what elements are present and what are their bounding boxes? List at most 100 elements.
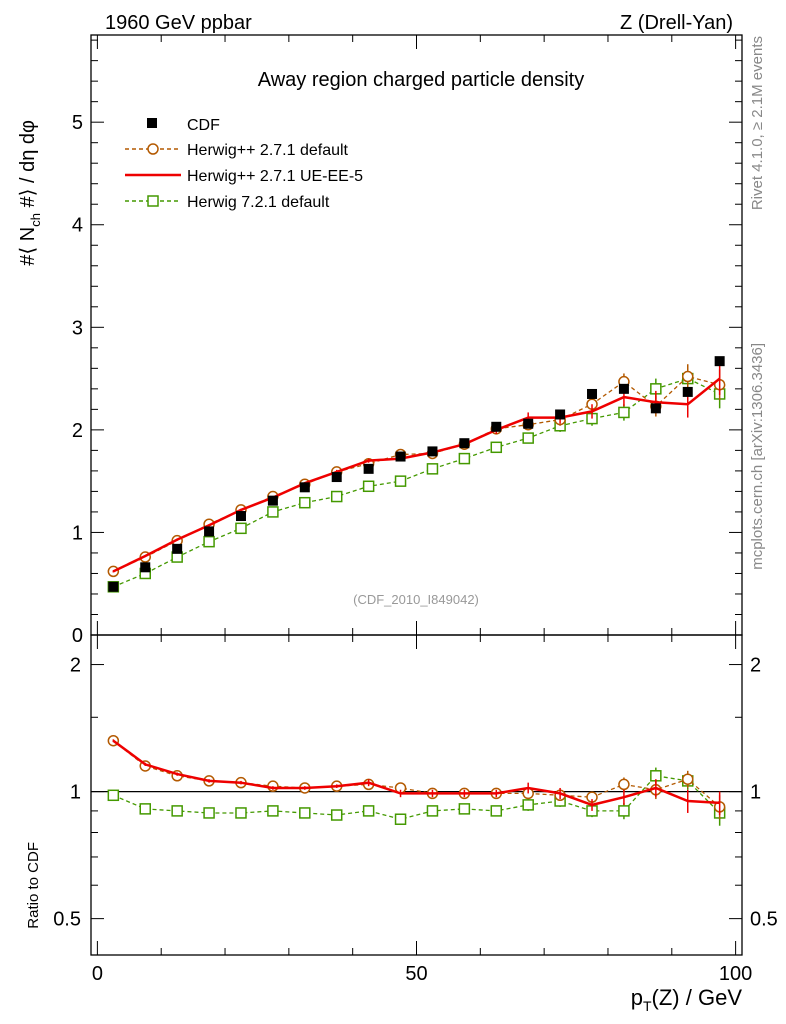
top-point-herwig-7-2-1-default (458, 452, 471, 465)
top-y-label-part-b: #⟩ / dη dφ (17, 120, 39, 213)
ratio-y-tick-label: 1 (70, 782, 81, 804)
x-tick-label: 0 (92, 963, 103, 985)
top-point-cdf (204, 526, 215, 537)
ratio-y-tick-label-right: 0.5 (750, 909, 778, 931)
ratio-point-herwig-7-2-1-default (235, 807, 247, 819)
header-left-label: 1960 GeV ppbar (105, 12, 252, 34)
ratio-point-herwig-2-7-1-default (618, 778, 630, 791)
mcplots-side-label: mcplots.cern.ch [arXiv:1306.3436] (749, 343, 766, 570)
legend-hpp-default-label: Herwig++ 2.7.1 default (187, 142, 349, 159)
top-point-cdf (235, 511, 246, 522)
ratio-line-herwig-2-7-1-ue-ee-5 (112, 739, 720, 807)
ratio-series (107, 734, 726, 826)
top-point-herwig-7-2-1-default (267, 506, 279, 518)
ratio-panel-frame (90, 634, 743, 956)
x-label-part-b: (Z) / GeV (652, 985, 743, 1010)
ratio-y-tick-label-right: 1 (750, 782, 761, 804)
top-y-tick-label: 4 (72, 215, 83, 237)
ratio-point-herwig-7-2-1-default (203, 807, 215, 819)
top-point-cdf (363, 463, 374, 474)
top-point-cdf (459, 438, 470, 449)
ratio-y-ticks: 0.5 0.5 1 1 2 2 (53, 655, 778, 931)
top-y-label-sub: ch (28, 213, 43, 227)
rivet-side-label: Rivet 4.1.0, ≥ 2.1M events (749, 36, 766, 210)
top-point-cdf (555, 409, 566, 420)
top-panel: 0 1 2 3 4 5 Away region charged particle dens… (17, 34, 743, 647)
top-y-tick-label: 5 (72, 112, 83, 134)
top-point-cdf (491, 421, 502, 432)
top-point-cdf (395, 451, 406, 462)
ratio-point-herwig-7-2-1-default (171, 805, 183, 817)
legend: CDF Herwig++ 2.7.1 default Herwig++ 2.7.… (125, 117, 363, 211)
top-series (107, 356, 726, 593)
x-label-sub: T (643, 998, 652, 1014)
top-point-herwig-7-2-1-default (522, 432, 534, 444)
top-point-cdf (172, 543, 183, 554)
top-point-cdf (140, 562, 151, 573)
legend-h7-default-label: Herwig 7.2.1 default (187, 194, 330, 211)
top-y-tick-label: 3 (72, 317, 83, 339)
top-point-herwig-7-2-1-default (618, 406, 630, 419)
top-point-herwig-7-2-1-default (330, 490, 343, 503)
ratio-point-herwig-7-2-1-default (267, 805, 279, 817)
ratio-point-herwig-7-2-1-default (299, 807, 311, 819)
top-y-axis-label: #⟨ Nch #⟩ / dη dφ (17, 120, 43, 266)
analysis-id-label: (CDF_2010_I849042) (353, 592, 479, 607)
ratio-point-herwig-7-2-1-default (490, 805, 503, 817)
top-point-cdf (714, 356, 725, 367)
top-point-cdf (299, 482, 310, 493)
top-point-herwig-7-2-1-default (203, 535, 215, 548)
top-point-cdf (427, 446, 438, 457)
top-y-tick-label: 1 (72, 522, 83, 544)
ratio-y-axis-label: Ratio to CDF (25, 842, 42, 929)
legend-cdf-marker (147, 118, 157, 128)
top-point-cdf (618, 383, 629, 394)
top-point-herwig-7-2-1-default (235, 522, 247, 535)
ratio-line-herwig-2-7-1-default (112, 740, 721, 808)
x-axis-label: pT(Z) / GeV (631, 985, 743, 1014)
top-point-cdf (682, 386, 693, 397)
header-right-label: Z (Drell-Yan) (620, 12, 733, 34)
top-y-ticks: 0 1 2 3 4 5 (72, 39, 742, 647)
ratio-point-herwig-7-2-1-default (330, 809, 343, 821)
top-point-herwig-2-7-1-default (682, 370, 694, 383)
top-point-herwig-7-2-1-default (490, 441, 503, 454)
ratio-panel: 0.5 0.5 1 1 2 2 0 50 100 Ratio to CDF pT(Z) / G… (25, 634, 778, 1014)
ratio-point-herwig-7-2-1-default (458, 803, 471, 815)
ratio-point-herwig-7-2-1-default (522, 799, 534, 811)
legend-cdf-label: CDF (187, 117, 220, 134)
ratio-point-herwig-7-2-1-default (426, 805, 439, 817)
top-x-ticks (96, 35, 737, 635)
ratio-point-herwig-7-2-1-default (107, 789, 120, 802)
ratio-point-herwig-7-2-1-default (394, 813, 407, 825)
legend-hpp-ueee5-label: Herwig++ 2.7.1 UE-EE-5 (187, 168, 363, 185)
ratio-y-tick-label: 0.5 (53, 909, 81, 931)
top-point-herwig-7-2-1-default (299, 496, 311, 509)
x-tick-label: 50 (405, 963, 427, 985)
legend-hpp-default-marker (147, 143, 159, 155)
ratio-y-tick-label-right: 2 (750, 655, 761, 677)
top-point-herwig-7-2-1-default (394, 475, 407, 487)
top-point-cdf (108, 581, 119, 592)
top-y-tick-label: 2 (72, 420, 83, 442)
legend-h7-default-marker (147, 195, 159, 207)
ratio-x-ticks: 0 50 100 (92, 635, 752, 985)
top-point-cdf (267, 495, 278, 506)
plot-title: Away region charged particle density (258, 69, 584, 91)
ratio-point-herwig-2-7-1-default (682, 773, 694, 785)
ratio-point-herwig-7-2-1-default (362, 805, 375, 817)
top-y-label-part-a: #⟨ N (17, 227, 39, 266)
top-point-cdf (650, 403, 661, 414)
x-tick-label: 100 (719, 963, 752, 985)
ratio-y-tick-label: 2 (70, 655, 81, 677)
ratio-point-herwig-7-2-1-default (618, 805, 630, 817)
top-point-cdf (523, 418, 534, 429)
top-line-herwig-7-2-1-default (113, 377, 720, 588)
ratio-point-herwig-7-2-1-default (139, 803, 151, 815)
top-point-herwig-7-2-1-default (362, 480, 375, 493)
x-label-part-a: p (631, 985, 643, 1010)
top-point-cdf (587, 388, 598, 399)
top-point-herwig-7-2-1-default (426, 463, 439, 475)
top-y-tick-label: 0 (72, 625, 83, 647)
